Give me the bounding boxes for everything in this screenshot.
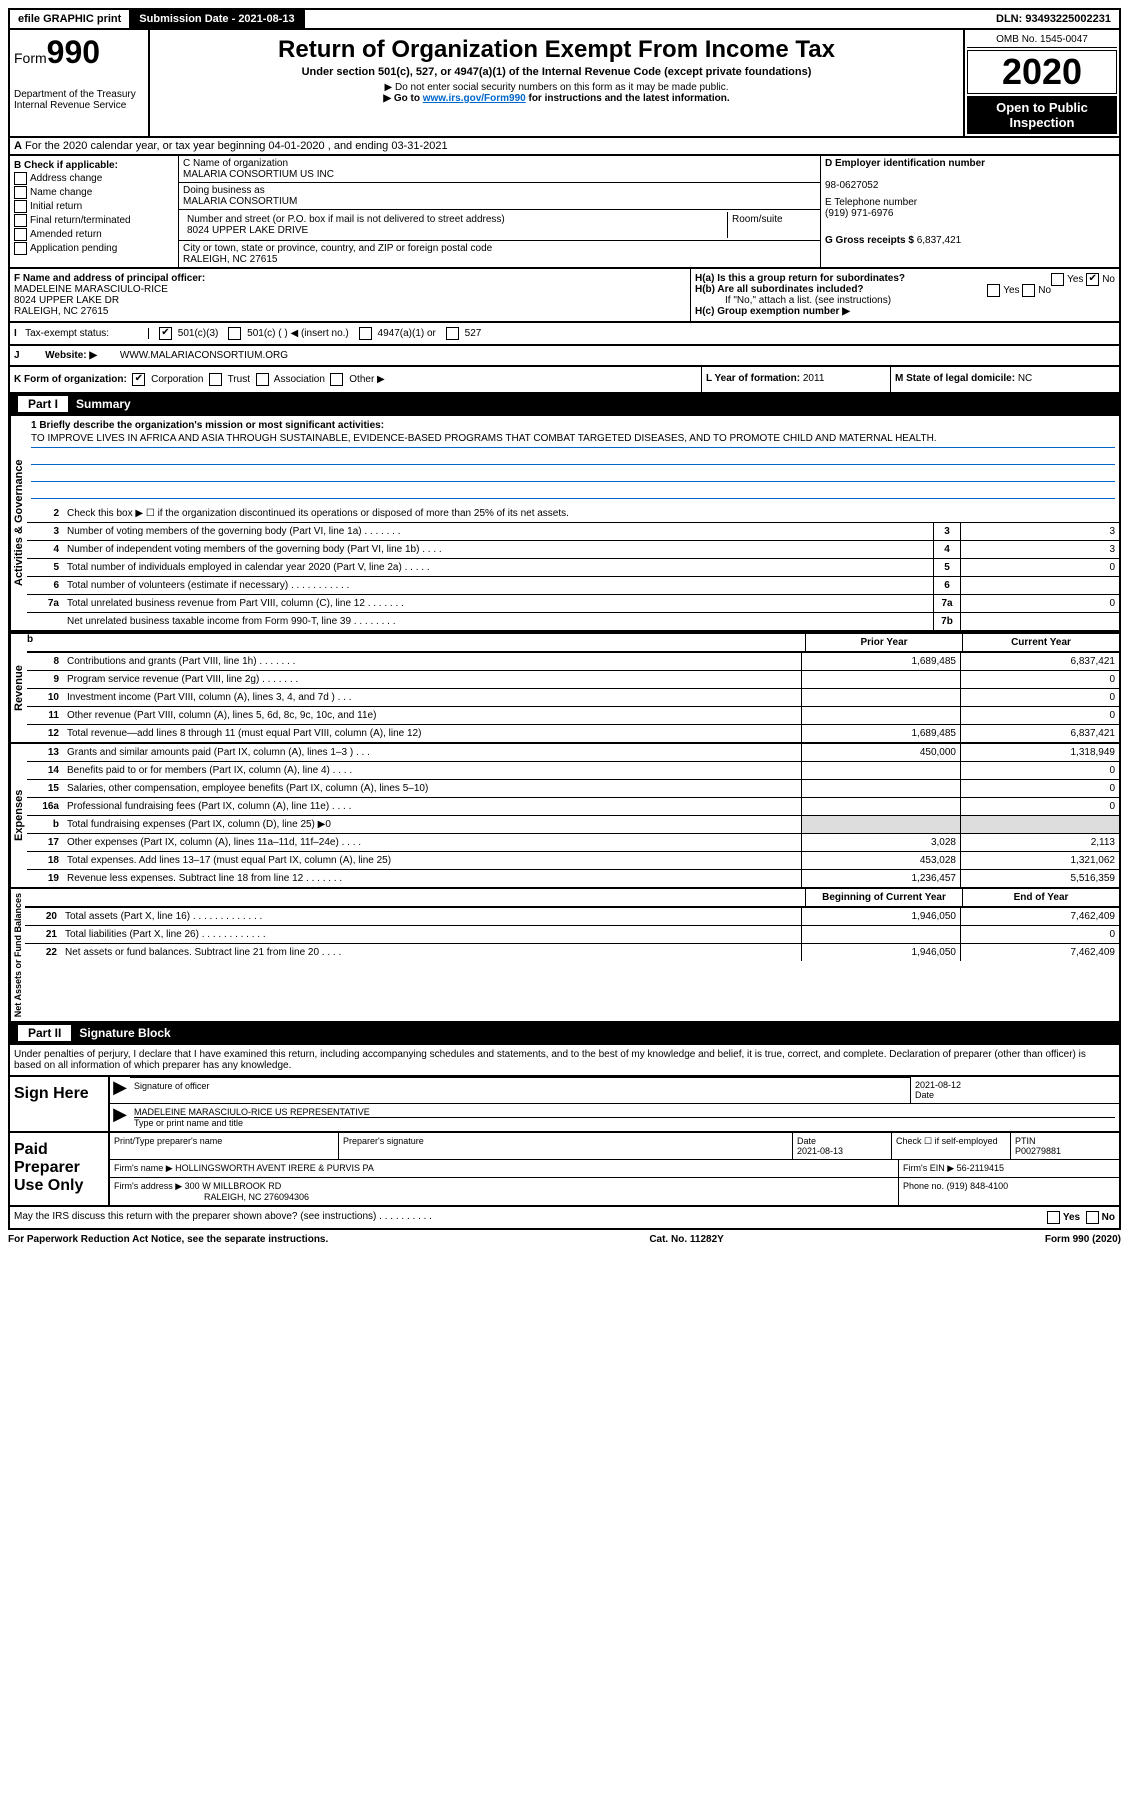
state-domicile: NC [1018, 373, 1032, 384]
col-b-checkboxes: B Check if applicable: Address changeNam… [10, 156, 179, 267]
website: WWW.MALARIACONSORTIUM.ORG [120, 350, 288, 361]
vert-revenue: Revenue [10, 634, 27, 742]
summary-line: 19Revenue less expenses. Subtract line 1… [27, 870, 1119, 887]
city-label: City or town, state or province, country… [183, 243, 816, 254]
mission-text: TO IMPROVE LIVES IN AFRICA AND ASIA THRO… [31, 433, 1115, 448]
form-subtitle: Under section 501(c), 527, or 4947(a)(1)… [154, 66, 959, 78]
summary-line: 6Total number of volunteers (estimate if… [27, 577, 1119, 595]
prep-date: 2021-08-13 [797, 1146, 843, 1156]
part1-netassets: Net Assets or Fund Balances Beginning of… [8, 889, 1121, 1023]
part1-activities: Activities & Governance 1 Briefly descri… [8, 416, 1121, 632]
dba-label: Doing business as [183, 185, 816, 196]
summary-line: 22Net assets or fund balances. Subtract … [25, 944, 1119, 961]
summary-line: 10Investment income (Part VIII, column (… [27, 689, 1119, 707]
summary-line: 14Benefits paid to or for members (Part … [27, 762, 1119, 780]
addr: 8024 UPPER LAKE DRIVE [187, 225, 723, 236]
ptin: P00279881 [1015, 1146, 1061, 1156]
section-bcd: B Check if applicable: Address changeNam… [8, 156, 1121, 269]
open-inspection: Open to Public Inspection [967, 96, 1117, 134]
summary-line: 8Contributions and grants (Part VIII, li… [27, 653, 1119, 671]
summary-line: 18Total expenses. Add lines 13–17 (must … [27, 852, 1119, 870]
officer-name-title: MADELEINE MARASCIULO-RICE US REPRESENTAT… [134, 1107, 370, 1117]
firm-name: HOLLINGSWORTH AVENT IRERE & PURVIS PA [175, 1163, 374, 1173]
firm-addr: 300 W MILLBROOK RD [185, 1181, 282, 1191]
summary-line: 15Salaries, other compensation, employee… [27, 780, 1119, 798]
tax-status-row: I Tax-exempt status: ✔ 501(c)(3) 501(c) … [8, 323, 1121, 346]
summary-line: 16aProfessional fundraising fees (Part I… [27, 798, 1119, 816]
firm-ein: 56-2119415 [957, 1163, 1004, 1173]
summary-line: 9Program service revenue (Part VIII, lin… [27, 671, 1119, 689]
dept-label: Department of the Treasury Internal Reve… [14, 89, 144, 111]
dba: MALARIA CONSORTIUM [183, 196, 816, 207]
summary-line: 5Total number of individuals employed in… [27, 559, 1119, 577]
suite-label: Room/suite [728, 212, 816, 238]
summary-line: 11Other revenue (Part VIII, column (A), … [27, 707, 1119, 725]
part1-header: Part ISummary [8, 394, 1121, 416]
checkbox-option[interactable]: Application pending [14, 242, 174, 255]
summary-line: 17Other expenses (Part IX, column (A), l… [27, 834, 1119, 852]
summary-line: 13Grants and similar amounts paid (Part … [27, 744, 1119, 762]
summary-line: 21Total liabilities (Part X, line 26) . … [25, 926, 1119, 944]
omb-number: OMB No. 1545-0047 [967, 32, 1117, 48]
vert-activities: Activities & Governance [10, 416, 27, 630]
form-note1: ▶ Do not enter social security numbers o… [154, 82, 959, 93]
checkbox-option[interactable]: Amended return [14, 228, 174, 241]
form-title: Return of Organization Exempt From Incom… [154, 36, 959, 64]
part1-revenue: Revenue b Prior Year Current Year 8Contr… [8, 632, 1121, 744]
submission-date: Submission Date - 2021-08-13 [131, 10, 304, 28]
website-row: J Website: ▶ WWW.MALARIACONSORTIUM.ORG [8, 346, 1121, 367]
checkbox-option[interactable]: Final return/terminated [14, 214, 174, 227]
summary-line: 20Total assets (Part X, line 16) . . . .… [25, 908, 1119, 926]
org-name: MALARIA CONSORTIUM US INC [183, 169, 816, 180]
summary-line: 3Number of voting members of the governi… [27, 523, 1119, 541]
paid-preparer-block: Paid Preparer Use Only Print/Type prepar… [8, 1133, 1121, 1207]
col-c-org-info: C Name of organization MALARIA CONSORTIU… [179, 156, 821, 267]
officer-city: RALEIGH, NC 27615 [14, 306, 109, 317]
firm-phone: (919) 848-4100 [947, 1181, 1009, 1191]
section-klm: K Form of organization: ✔ Corporation Tr… [8, 367, 1121, 394]
summary-line: 7aTotal unrelated business revenue from … [27, 595, 1119, 613]
org-name-label: C Name of organization [183, 158, 816, 169]
discuss-row: May the IRS discuss this return with the… [8, 1207, 1121, 1230]
summary-line: Net unrelated business taxable income fr… [27, 613, 1119, 630]
sig-date: 2021-08-12 [915, 1080, 961, 1090]
part1-expenses: Expenses 13Grants and similar amounts pa… [8, 744, 1121, 889]
vert-net: Net Assets or Fund Balances [10, 889, 25, 1021]
summary-line: 4Number of independent voting members of… [27, 541, 1119, 559]
row-a-tax-year: A For the 2020 calendar year, or tax yea… [8, 138, 1121, 156]
sign-here-block: Sign Here ▶ Signature of officer 2021-08… [8, 1077, 1121, 1133]
dln: DLN: 93493225002231 [988, 10, 1119, 28]
form-header: Form990 Department of the Treasury Inter… [8, 30, 1121, 138]
officer-addr: 8024 UPPER LAKE DR [14, 295, 119, 306]
year-formation: 2011 [803, 373, 825, 384]
tax-year: 2020 [967, 50, 1117, 94]
checkbox-option[interactable]: Address change [14, 172, 174, 185]
checkbox-option[interactable]: Name change [14, 186, 174, 199]
irs-link[interactable]: www.irs.gov/Form990 [423, 93, 526, 104]
summary-line: 12Total revenue—add lines 8 through 11 (… [27, 725, 1119, 742]
summary-line: bTotal fundraising expenses (Part IX, co… [27, 816, 1119, 834]
efile-label[interactable]: efile GRAPHIC print [10, 10, 131, 28]
vert-expenses: Expenses [10, 744, 27, 887]
phone: (919) 971-6976 [825, 208, 893, 219]
gross-receipts: 6,837,421 [917, 235, 962, 246]
footer: For Paperwork Reduction Act Notice, see … [8, 1230, 1121, 1249]
col-d-ein: D Employer identification number98-06270… [821, 156, 1119, 267]
ein: 98-0627052 [825, 180, 878, 191]
part2-header: Part IISignature Block [8, 1023, 1121, 1045]
section-fh: F Name and address of principal officer:… [8, 269, 1121, 323]
declaration-text: Under penalties of perjury, I declare th… [8, 1045, 1121, 1077]
checkbox-option[interactable]: Initial return [14, 200, 174, 213]
addr-label: Number and street (or P.O. box if mail i… [187, 214, 723, 225]
form-number: Form990 [14, 34, 144, 71]
top-bar: efile GRAPHIC print Submission Date - 20… [8, 8, 1121, 30]
form-note2: ▶ Go to www.irs.gov/Form990 for instruct… [154, 93, 959, 104]
officer-name: MADELEINE MARASCIULO-RICE [14, 284, 168, 295]
city: RALEIGH, NC 27615 [183, 254, 816, 265]
